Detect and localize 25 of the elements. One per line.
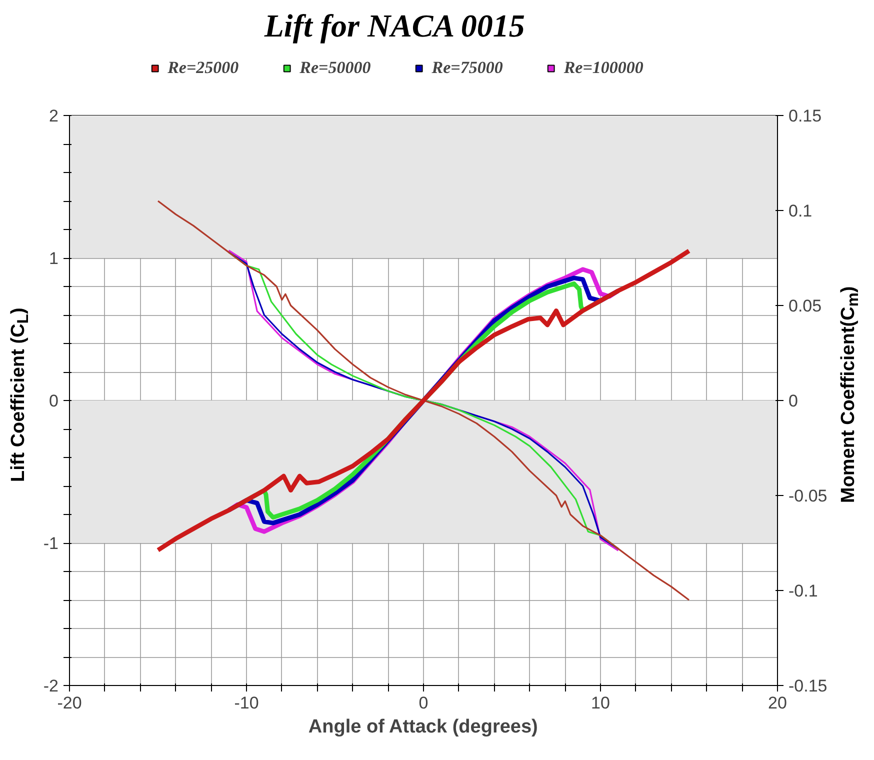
y-tick-label: -1	[43, 534, 59, 553]
legend-label: Re=25000	[168, 58, 239, 78]
y2-tick-label: -0.15	[788, 676, 828, 696]
y-tick-label: 2	[49, 106, 59, 126]
y2-tick-label: -0.1	[788, 582, 818, 600]
legend-label: Re=75000	[432, 58, 503, 78]
line-series	[156, 248, 692, 552]
x-tick-label: 10	[591, 694, 610, 712]
x-tick-label: 20	[768, 694, 787, 712]
y2-tick-label: -0.05	[788, 486, 828, 506]
x-axis-title: Angle of Attack (degrees)	[308, 716, 538, 738]
x-tick-label: -20	[57, 694, 82, 712]
x-tick-label: -10	[234, 694, 259, 712]
y-tick-label: 1	[49, 249, 59, 268]
y2-tick-label: 0.05	[788, 296, 822, 316]
y2-tick-label: 0	[788, 392, 798, 410]
line-series	[157, 200, 690, 601]
x-tick-label: 0	[418, 694, 428, 712]
legend-label: Re=100000	[564, 58, 644, 78]
y-tick-label: 0	[49, 392, 59, 410]
y-tick-label: -2	[43, 676, 59, 696]
y2-tick-label: 0.15	[788, 106, 822, 126]
chart-title: Lift for NACA 0015	[263, 8, 525, 44]
y2-tick-label: 0.1	[788, 202, 812, 220]
legend-label: Re=50000	[300, 58, 371, 78]
